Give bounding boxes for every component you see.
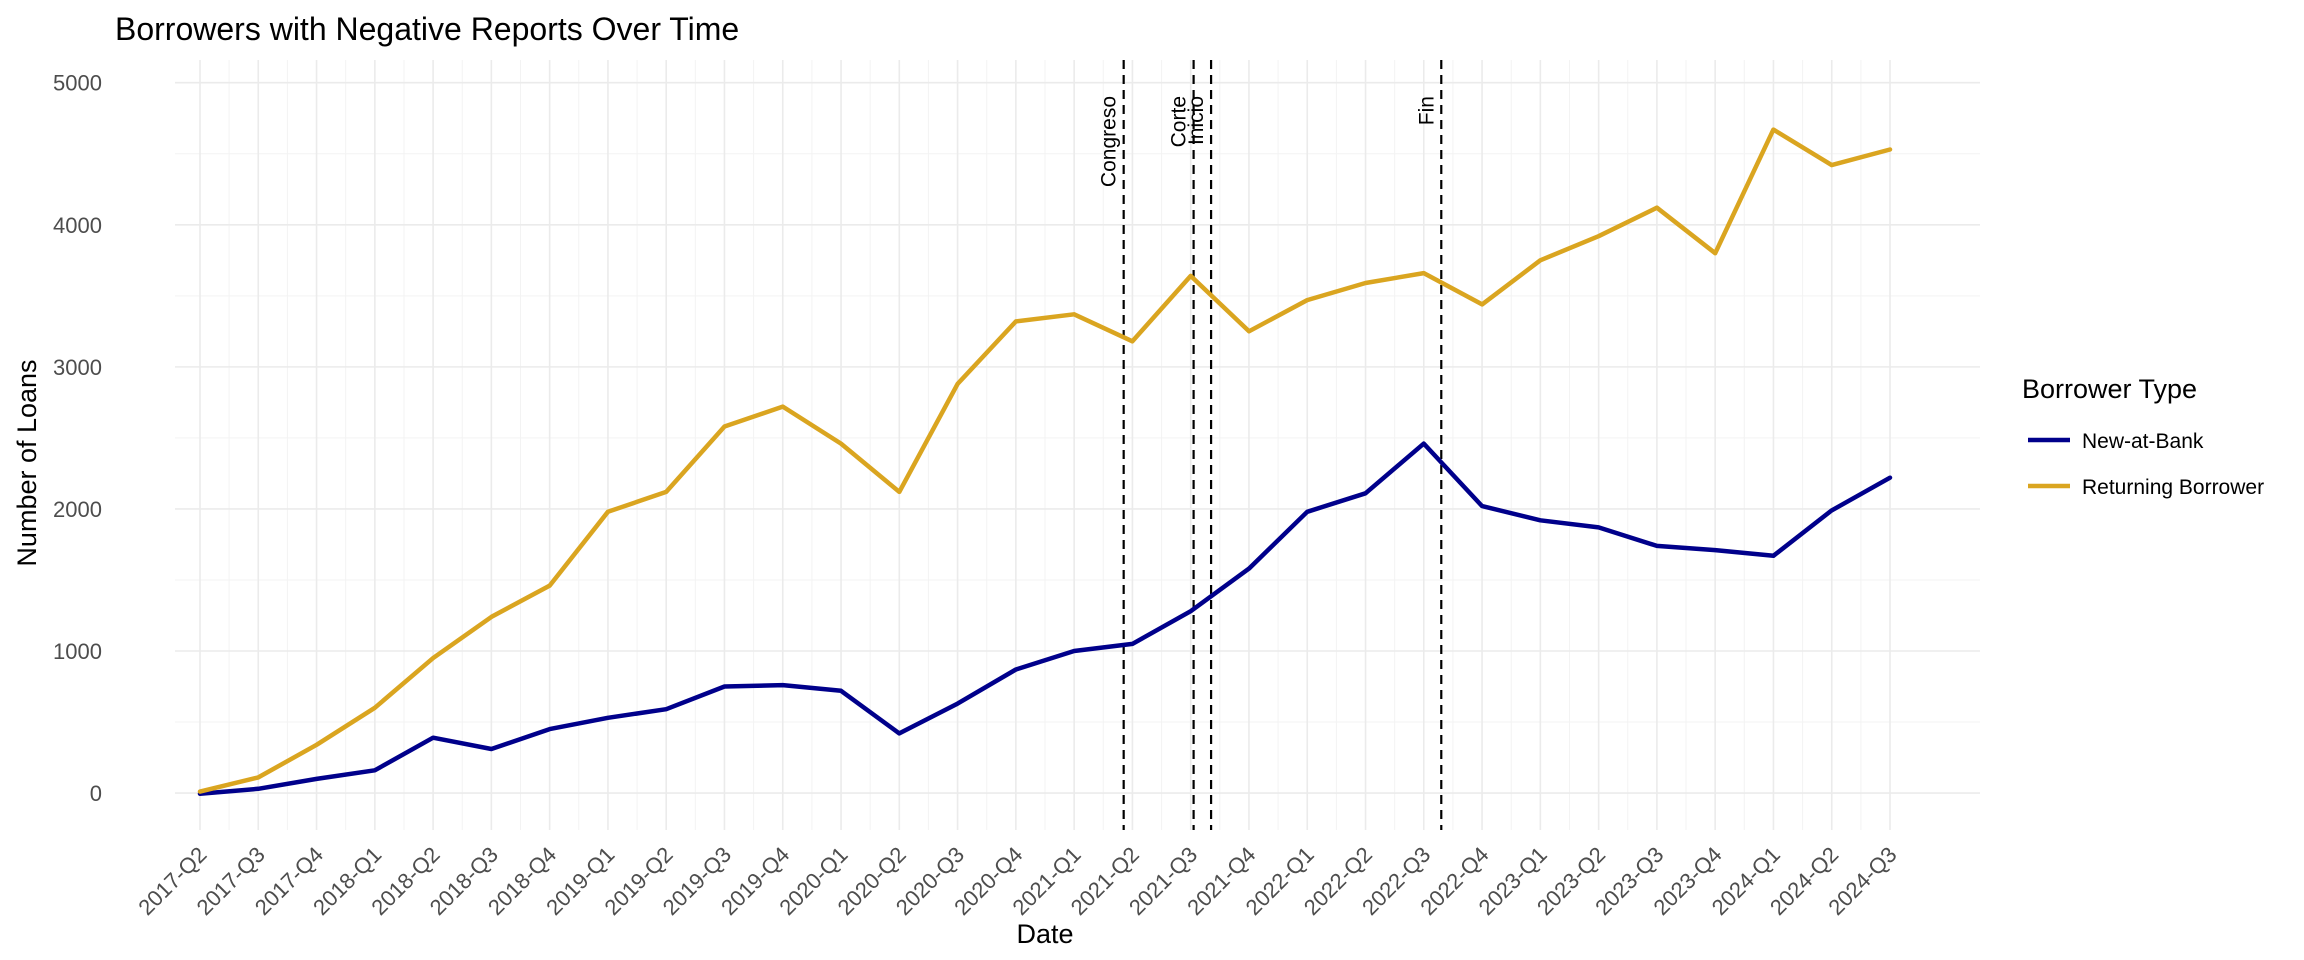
x-axis-title: Date	[1016, 919, 1073, 949]
annotation-label: Corte	[1168, 96, 1191, 147]
legend-label: New-at-Bank	[2082, 430, 2204, 453]
y-axis: 0 1000 2000 3000 4000 5000	[53, 71, 102, 806]
x-axis: 2017-Q22017-Q32017-Q42018-Q12018-Q22018-…	[133, 842, 1901, 920]
series-line	[197, 441, 1893, 797]
y-tick-label: 3000	[53, 355, 102, 380]
y-tick-label: 4000	[53, 213, 102, 238]
legend: Borrower Type New-at-Bank Returning Borro…	[2022, 374, 2264, 499]
annotation-label: Congreso	[1098, 96, 1121, 187]
annotation-label: Fin	[1415, 96, 1438, 125]
series-line	[197, 127, 1893, 794]
annotation-label: Inicio	[1185, 96, 1208, 145]
y-tick-label: 1000	[53, 639, 102, 664]
legend-title: Borrower Type	[2022, 374, 2197, 404]
chart-title: Borrowers with Negative Reports Over Tim…	[115, 11, 739, 47]
series-layer	[197, 127, 1893, 797]
y-axis-title: Number of Loans	[12, 359, 42, 566]
y-tick-label: 5000	[53, 71, 102, 96]
grid	[175, 60, 1980, 830]
y-tick-label: 2000	[53, 497, 102, 522]
legend-label: Returning Borrower	[2082, 476, 2264, 499]
y-tick-label: 0	[90, 781, 102, 806]
